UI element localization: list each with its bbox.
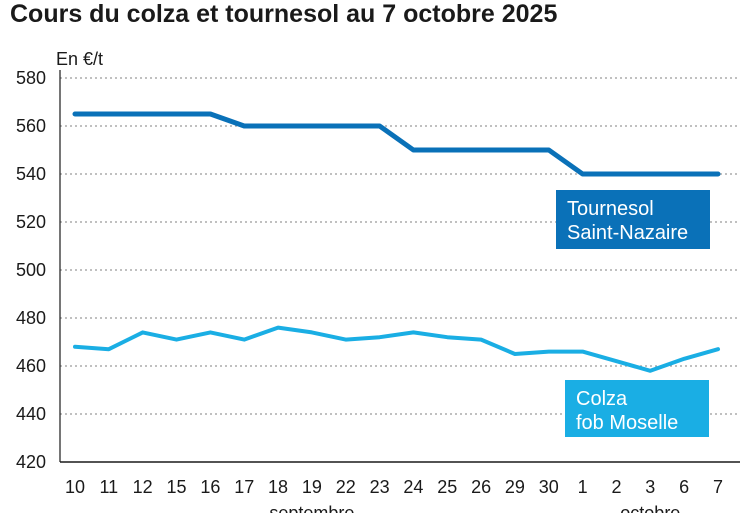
x-tick-label: 17 [234,477,254,497]
x-tick-label: 12 [133,477,153,497]
y-tick-label: 480 [16,308,46,328]
x-tick-label: 18 [268,477,288,497]
x-tick-label: 2 [611,477,621,497]
x-tick-label: 24 [403,477,423,497]
x-tick-label: 26 [471,477,491,497]
series-line [72,111,721,177]
series-label-text: Colza [576,388,628,410]
y-tick-label: 540 [16,164,46,184]
y-tick-label: 500 [16,260,46,280]
series-label-background [556,190,710,249]
y-axis-unit-label: En €/t [56,49,103,69]
axes [59,70,740,463]
x-axis-ticks: 10 11 12 15 16 17 18 19 22 23 24 25 26 29 30 1 2 3 6 7 [65,477,723,497]
y-tick-label: 460 [16,356,46,376]
y-tick-label: 560 [16,116,46,136]
x-tick-label: 3 [645,477,655,497]
y-tick-label: 420 [16,452,46,472]
x-tick-label: 11 [99,477,118,497]
x-tick-label: 1 [578,477,588,497]
x-tick-label: 19 [302,477,322,497]
y-tick-label: 520 [16,212,46,232]
chart-title: Cours du colza et tournesol au 7 octobre… [10,0,558,28]
x-tick-label: 23 [370,477,390,497]
x-tick-label: 22 [336,477,356,497]
month-label: septembre [269,503,354,513]
y-axis-ticks: 420 440 460 480 500 520 540 560 580 [16,68,46,472]
month-labels: septembre octobre [269,503,680,513]
x-tick-label: 30 [539,477,559,497]
series-lines [72,111,721,373]
x-tick-label: 29 [505,477,525,497]
y-tick-label: 580 [16,68,46,88]
x-tick-label: 25 [437,477,457,497]
x-tick-label: 6 [679,477,689,497]
x-tick-label: 7 [713,477,723,497]
y-tick-label: 440 [16,404,46,424]
month-label: octobre [620,503,680,513]
series-label-text: fob Moselle [576,412,678,434]
series-label-background [565,380,709,437]
series-label-text: Saint-Nazaire [567,222,688,244]
x-tick-label: 15 [167,477,187,497]
series-line [73,325,720,373]
x-tick-label: 10 [65,477,85,497]
series-label-text: Tournesol [567,198,654,220]
x-tick-label: 16 [200,477,220,497]
